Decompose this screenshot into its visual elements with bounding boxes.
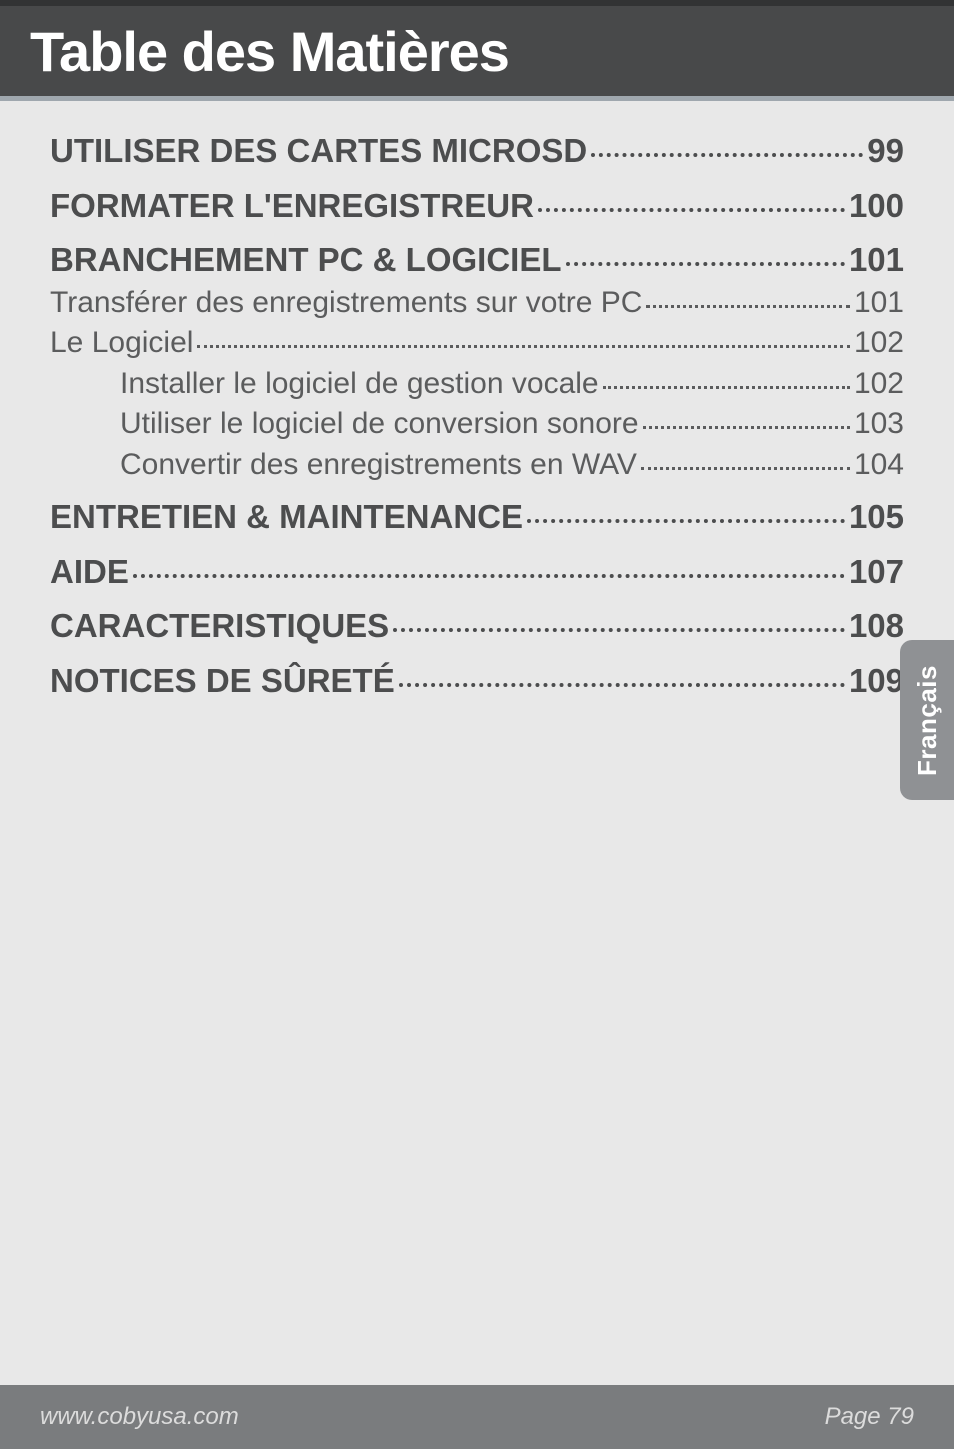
toc-container: UTILISER DES CARTES MICROSD 99 FORMATER …	[0, 101, 954, 703]
toc-leader	[566, 262, 845, 266]
toc-label: BRANCHEMENT PC & LOGICIEL	[50, 238, 562, 283]
toc-entry: ENTRETIEN & MAINTENANCE 105	[50, 495, 904, 540]
toc-entry: Transférer des enregistrements sur votre…	[50, 283, 904, 324]
toc-page: 101	[854, 283, 904, 324]
toc-entry: BRANCHEMENT PC & LOGICIEL 101	[50, 238, 904, 283]
toc-label: FORMATER L'ENREGISTREUR	[50, 184, 534, 229]
toc-page: 102	[854, 364, 904, 405]
footer-url: www.cobyusa.com	[40, 1403, 239, 1431]
toc-page: 99	[867, 129, 904, 174]
toc-leader	[643, 426, 850, 429]
language-tab: Français	[900, 640, 954, 800]
toc-entry: FORMATER L'ENREGISTREUR 100	[50, 184, 904, 229]
toc-label: Le Logiciel	[50, 323, 193, 364]
toc-leader	[603, 386, 850, 389]
toc-leader	[646, 305, 849, 308]
toc-entry: NOTICES DE SÛRETÉ 109	[50, 659, 904, 704]
toc-page: 109	[849, 659, 904, 704]
toc-entry: Utiliser le logiciel de conversion sonor…	[120, 404, 904, 445]
toc-label: Convertir des enregistrements en WAV	[120, 445, 637, 486]
toc-leader	[197, 345, 850, 348]
toc-page: 100	[849, 184, 904, 229]
toc-page: 108	[849, 604, 904, 649]
toc-page: 102	[854, 323, 904, 364]
toc-page: 104	[854, 445, 904, 486]
toc-entry: UTILISER DES CARTES MICROSD 99	[50, 129, 904, 174]
page-title-bar: Table des Matières	[0, 0, 954, 96]
toc-page: 101	[849, 238, 904, 283]
footer-bar: www.cobyusa.com Page 79	[0, 1385, 954, 1449]
toc-label: Installer le logiciel de gestion vocale	[120, 364, 599, 405]
language-tab-label: Français	[912, 665, 943, 776]
toc-entry: Installer le logiciel de gestion vocale …	[120, 364, 904, 405]
toc-leader	[538, 208, 845, 212]
toc-page: 103	[854, 404, 904, 445]
footer-page: Page 79	[825, 1403, 914, 1431]
toc-label: Transférer des enregistrements sur votre…	[50, 283, 642, 324]
toc-leader	[591, 153, 863, 157]
toc-entry: Convertir des enregistrements en WAV 104	[120, 445, 904, 486]
toc-label: UTILISER DES CARTES MICROSD	[50, 129, 587, 174]
toc-leader	[399, 683, 845, 687]
toc-entry: Le Logiciel 102	[50, 323, 904, 364]
toc-label: NOTICES DE SÛRETÉ	[50, 659, 395, 704]
toc-label: ENTRETIEN & MAINTENANCE	[50, 495, 523, 540]
toc-label: CARACTERISTIQUES	[50, 604, 389, 649]
toc-label: AIDE	[50, 550, 129, 595]
toc-leader	[133, 574, 845, 578]
toc-page: 105	[849, 495, 904, 540]
toc-label: Utiliser le logiciel de conversion sonor…	[120, 404, 639, 445]
toc-entry: CARACTERISTIQUES 108	[50, 604, 904, 649]
toc-entry: AIDE 107	[50, 550, 904, 595]
toc-leader	[393, 628, 845, 632]
toc-page: 107	[849, 550, 904, 595]
toc-leader	[527, 519, 845, 523]
page-title: Table des Matières	[30, 19, 509, 84]
toc-leader	[641, 467, 850, 470]
